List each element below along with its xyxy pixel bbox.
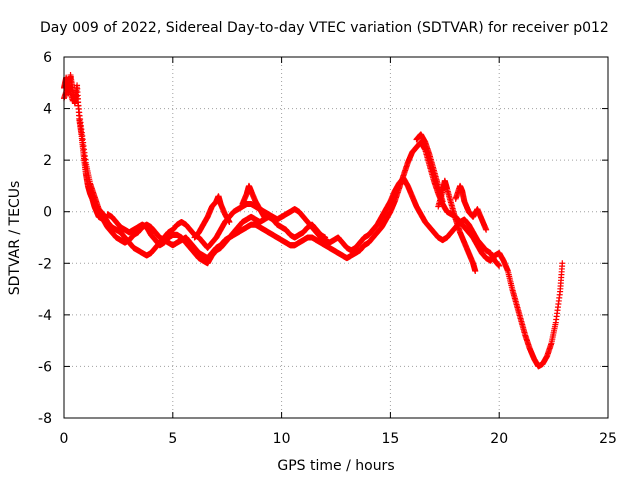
x-tick-labels: 0 5 10 15 20 25 xyxy=(60,431,617,447)
chart-title: Day 009 of 2022, Sidereal Day-to-day VTE… xyxy=(40,20,609,36)
data-point xyxy=(472,268,479,275)
x-tick-label: 15 xyxy=(381,431,399,447)
y-tick-label: -8 xyxy=(38,411,52,427)
plot-frame xyxy=(63,56,609,419)
data-point xyxy=(496,262,503,269)
data-point xyxy=(261,213,268,220)
x-tick-label: 25 xyxy=(599,431,617,447)
data-point xyxy=(226,219,233,226)
y-tick-label: 4 xyxy=(43,102,52,118)
y-tick-labels: -8 -6 -4 -2 0 2 4 6 xyxy=(38,50,52,427)
data-point xyxy=(559,260,566,267)
y-tick-label: -4 xyxy=(38,308,52,324)
y-tick-label: 6 xyxy=(43,50,52,66)
x-tick-label: 5 xyxy=(168,431,177,447)
data-series-sdtvar xyxy=(61,72,566,370)
y-tick-label: -2 xyxy=(38,256,52,272)
data-point xyxy=(439,198,446,205)
data-point xyxy=(322,234,329,241)
y-tick-label: 0 xyxy=(43,205,52,221)
x-tick-label: 0 xyxy=(60,431,69,447)
data-point xyxy=(483,226,490,233)
y-tick-label: -6 xyxy=(38,359,52,375)
x-tick-label: 10 xyxy=(273,431,291,447)
x-tick-label: 20 xyxy=(490,431,508,447)
y-axis-label: SDTVAR / TECUs xyxy=(7,181,23,296)
x-axis-label: GPS time / hours xyxy=(277,458,394,474)
y-tick-label: 2 xyxy=(43,153,52,169)
